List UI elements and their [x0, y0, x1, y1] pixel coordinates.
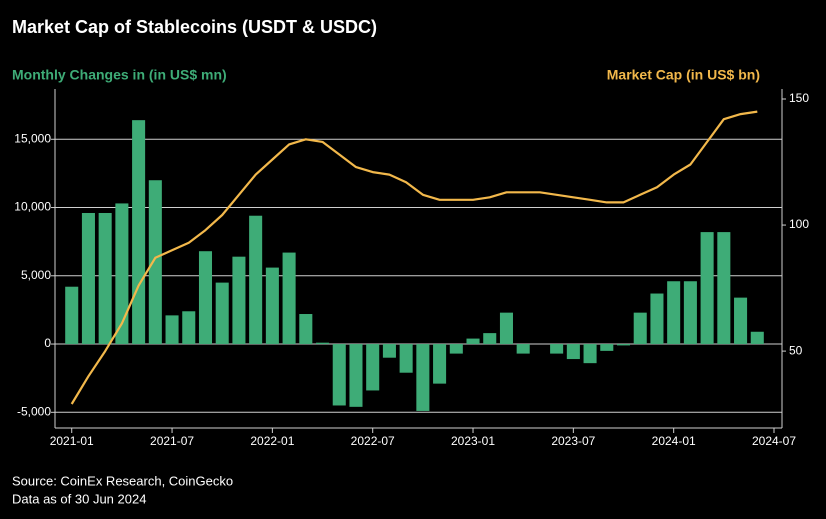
y2-tick-label: 150 — [789, 91, 809, 105]
y-tick-label: 15,000 — [14, 131, 51, 145]
y-tick-label: 10,000 — [14, 200, 51, 214]
bar — [65, 286, 79, 345]
bar — [132, 120, 146, 345]
bar — [650, 293, 664, 345]
y-tick-label: 5,000 — [21, 268, 51, 282]
bar — [566, 344, 580, 360]
bar — [516, 344, 530, 354]
bar — [683, 281, 697, 345]
bar — [433, 344, 447, 384]
source: Source: CoinEx Research, CoinGecko — [12, 473, 233, 488]
bar — [399, 344, 413, 373]
bar — [232, 256, 246, 345]
y2-tick-label: 100 — [789, 217, 809, 231]
bar — [366, 344, 380, 391]
bar — [316, 342, 330, 345]
bar — [633, 312, 647, 345]
y-tick-label: -5,000 — [17, 404, 51, 418]
y2-tick-label: 50 — [789, 343, 803, 357]
y-tick-label: 0 — [44, 336, 51, 350]
y-axis-label: Monthly Changes in (in US$ mn) — [12, 67, 227, 83]
bar — [750, 331, 764, 345]
bar — [616, 344, 631, 346]
bar — [583, 344, 597, 364]
x-tick-label: 2024-07 — [752, 434, 796, 448]
bar — [483, 333, 497, 345]
bar — [115, 203, 129, 345]
bar — [282, 252, 296, 345]
bar — [550, 344, 564, 354]
bar — [215, 282, 229, 345]
bar — [667, 281, 681, 345]
note: Data as of 30 Jun 2024 — [12, 491, 146, 506]
bar — [198, 251, 213, 345]
bar — [717, 232, 731, 345]
bar — [265, 267, 279, 345]
bar — [416, 344, 430, 411]
bar — [734, 297, 748, 345]
bar — [81, 212, 95, 345]
y2-axis-label: Market Cap (in US$ bn) — [607, 67, 760, 83]
chart-title: Market Cap of Stablecoins (USDT & USDC) — [12, 17, 377, 37]
bar — [249, 215, 263, 345]
x-tick-label: 2021-01 — [50, 434, 94, 448]
bar — [600, 344, 614, 351]
bar — [382, 344, 396, 358]
line — [70, 110, 758, 405]
bar — [182, 311, 196, 345]
bar — [332, 344, 346, 406]
x-tick-label: 2021-07 — [150, 434, 194, 448]
x-tick-label: 2022-01 — [250, 434, 294, 448]
bar — [148, 180, 162, 345]
bar — [349, 344, 363, 407]
bar — [165, 315, 179, 345]
x-tick-label: 2024-01 — [652, 434, 696, 448]
x-tick-label: 2022-07 — [351, 434, 395, 448]
bar — [98, 212, 112, 345]
x-tick-label: 2023-07 — [551, 434, 595, 448]
x-tick-label: 2023-01 — [451, 434, 495, 448]
bar — [466, 338, 480, 345]
bar — [700, 232, 714, 345]
bar — [299, 314, 313, 345]
bar — [499, 312, 513, 345]
bar — [449, 344, 463, 354]
